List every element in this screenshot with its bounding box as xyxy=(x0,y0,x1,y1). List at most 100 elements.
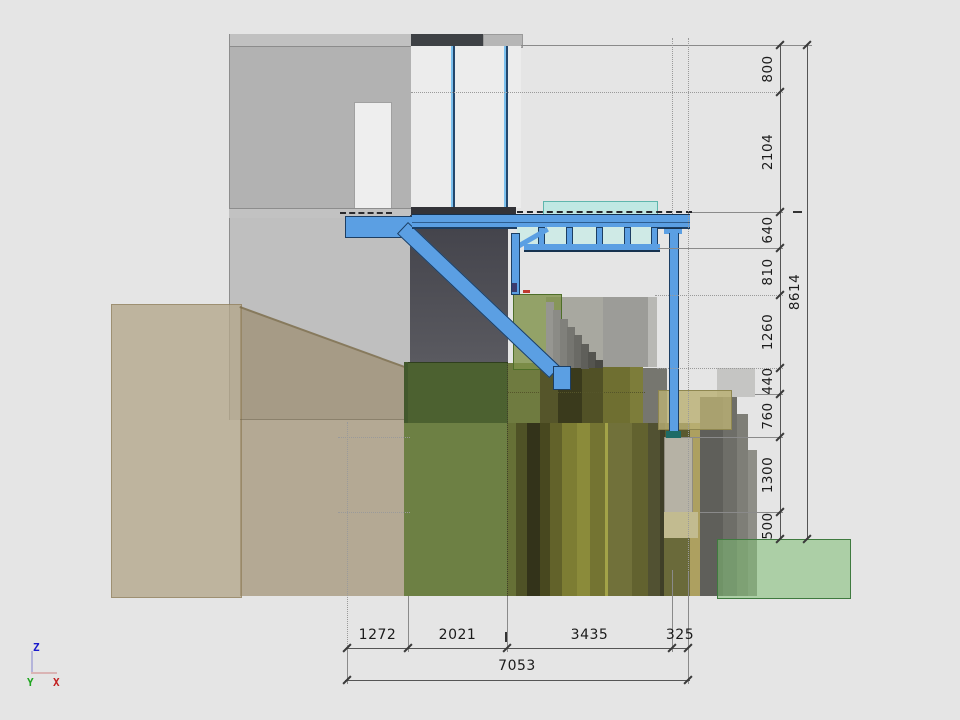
upper-wall-left-edge xyxy=(229,34,230,218)
dim-label[interactable]: 1300 xyxy=(760,456,776,493)
canopy-glass-band[interactable] xyxy=(517,227,658,244)
foundation-green-block[interactable] xyxy=(717,539,851,599)
window-mullion-1-glass[interactable] xyxy=(451,46,453,208)
door-opening[interactable] xyxy=(354,102,392,209)
dim-label[interactable]: 1272 xyxy=(358,627,397,643)
floor-slab-dark[interactable] xyxy=(411,207,516,215)
ext-v507a xyxy=(507,363,508,596)
dim-label[interactable]: 500 xyxy=(760,511,776,540)
ref-y295 xyxy=(655,295,783,296)
stripe-low-8[interactable] xyxy=(590,423,605,596)
window-mullion-2-frame[interactable] xyxy=(506,46,508,208)
dim-label[interactable]: 1260 xyxy=(760,313,776,350)
canopy-right-post[interactable] xyxy=(669,233,679,433)
steel-beam-midline xyxy=(412,222,690,223)
stripe-low-13[interactable] xyxy=(660,423,665,596)
gray-column-4[interactable] xyxy=(748,450,757,596)
stair-step[interactable] xyxy=(595,360,603,368)
ref-y368 xyxy=(657,368,783,369)
terrain-green-dark[interactable] xyxy=(408,362,508,424)
stripe-olive-5[interactable] xyxy=(603,363,630,423)
axis-x-label: X xyxy=(53,676,60,689)
stripe-low-15[interactable] xyxy=(690,423,703,596)
canopy-left-post[interactable] xyxy=(511,233,520,295)
dim-label[interactable]: 640 xyxy=(760,216,776,244)
dash-door-sill xyxy=(340,212,392,214)
stripe-low-1[interactable] xyxy=(507,423,516,596)
post-base-plate[interactable] xyxy=(666,431,681,438)
dim-label[interactable]: 800 xyxy=(760,54,776,83)
stripe-low-4[interactable] xyxy=(540,423,550,596)
stripe-olive-1[interactable] xyxy=(508,363,540,423)
steel-brace-stub[interactable] xyxy=(553,366,571,390)
dim-line-right-total xyxy=(807,45,808,540)
stair-step[interactable] xyxy=(546,302,554,368)
stripe-olive-6[interactable] xyxy=(630,363,643,423)
stripe-low-6[interactable] xyxy=(562,423,577,596)
stair-step[interactable] xyxy=(553,310,561,368)
ref-y512b xyxy=(700,512,783,513)
ext-v672 xyxy=(672,570,673,652)
red-marker[interactable] xyxy=(523,290,530,293)
stair-landing-edge xyxy=(648,297,657,367)
ref-v688 xyxy=(688,38,689,572)
dim-label[interactable]: 810 xyxy=(760,257,776,286)
dim-label[interactable]: 7053 xyxy=(498,658,536,674)
dim-label[interactable]: 440 xyxy=(760,367,776,395)
dim-label[interactable]: 8614 xyxy=(787,273,803,311)
ext-v347b xyxy=(347,648,348,684)
stair-step[interactable] xyxy=(581,344,589,369)
stair-step[interactable] xyxy=(560,319,568,368)
stripe-low-5[interactable] xyxy=(550,423,562,596)
ref-y437a xyxy=(338,437,410,438)
gray-column-3[interactable] xyxy=(737,414,748,596)
stripe-olive-4[interactable] xyxy=(582,363,603,423)
axis-z-label: Z xyxy=(33,641,40,654)
level-marker xyxy=(505,632,507,642)
window-mullion-2-glass[interactable] xyxy=(504,46,506,208)
dim-label[interactable]: 2104 xyxy=(760,133,776,171)
dim-label[interactable]: 760 xyxy=(760,401,776,430)
dim-label[interactable]: 3435 xyxy=(570,627,609,643)
dim-label[interactable]: 325 xyxy=(665,627,695,643)
ext-v347a xyxy=(347,422,348,648)
ref-y437b xyxy=(683,437,783,438)
roof-slab-dark[interactable] xyxy=(411,34,483,46)
dim-line-bottom-total xyxy=(345,680,690,681)
terrain-green-mid[interactable] xyxy=(404,423,507,596)
stair-step[interactable] xyxy=(567,327,575,368)
roof-band-left[interactable] xyxy=(229,34,411,46)
canopy-right-post-cap[interactable] xyxy=(664,228,682,234)
stripe-low-9[interactable] xyxy=(605,423,608,596)
stair-step[interactable] xyxy=(574,335,582,368)
lower-wall-bottom-line xyxy=(240,419,410,420)
canopy-bottom-rail[interactable] xyxy=(524,244,660,252)
ext-v507b xyxy=(507,596,508,652)
footing-below[interactable] xyxy=(664,538,690,596)
axis-x-line xyxy=(31,672,57,674)
stripe-low-7[interactable] xyxy=(577,423,590,596)
dim-label[interactable]: 2021 xyxy=(438,627,477,643)
stripe-low-12[interactable] xyxy=(648,423,660,596)
axis-y-label: Y xyxy=(27,676,34,689)
roof-underline xyxy=(229,46,521,47)
ref-y394 xyxy=(755,394,783,395)
terrain-tan-left[interactable] xyxy=(111,304,242,598)
footing-pedestal-lower[interactable] xyxy=(664,512,698,538)
canopy-left-post-base[interactable] xyxy=(512,283,517,292)
ref-y248 xyxy=(658,248,783,249)
ref-y392 xyxy=(508,392,645,393)
window-mullion-1-frame[interactable] xyxy=(453,46,455,208)
stripe-low-3[interactable] xyxy=(527,423,540,596)
dash-beam-top xyxy=(517,211,692,213)
glazing-area[interactable] xyxy=(411,46,521,208)
ref-v672 xyxy=(672,38,673,214)
dim-line-bottom-chain xyxy=(347,648,688,649)
ref-y512a xyxy=(338,512,410,513)
stripe-low-10[interactable] xyxy=(608,423,632,596)
stripe-low-2[interactable] xyxy=(516,423,527,596)
stair-step[interactable] xyxy=(588,352,596,368)
ext-v408 xyxy=(408,596,409,652)
stripe-low-11[interactable] xyxy=(632,423,648,596)
